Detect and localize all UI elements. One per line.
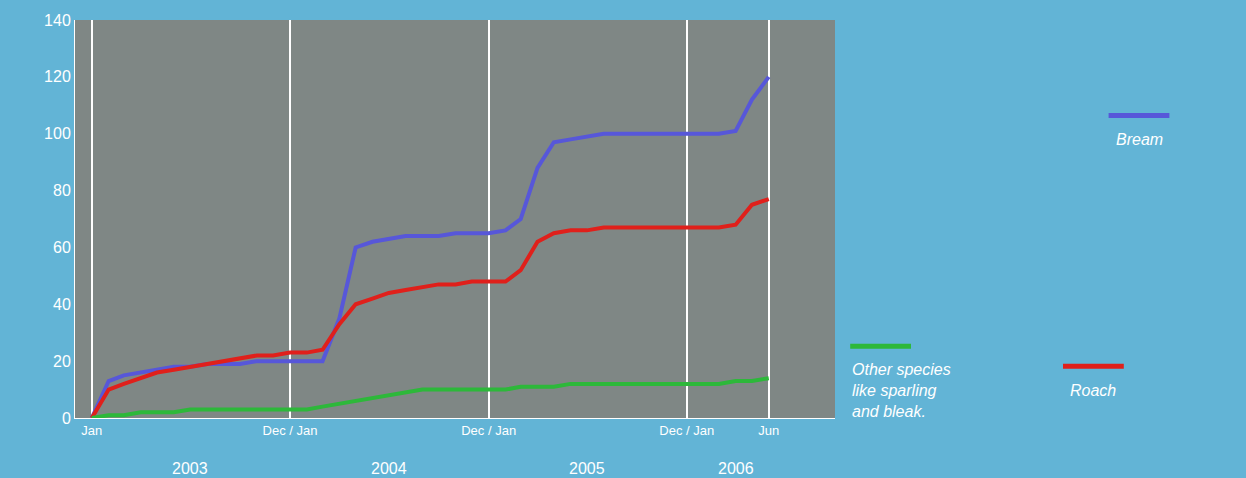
svg-text:20: 20 bbox=[53, 353, 71, 370]
svg-text:Dec / Jan: Dec / Jan bbox=[461, 423, 516, 438]
svg-text:140: 140 bbox=[44, 12, 71, 29]
svg-text:Dec / Jan: Dec / Jan bbox=[659, 423, 714, 438]
svg-text:2005: 2005 bbox=[569, 460, 605, 477]
svg-text:0: 0 bbox=[62, 410, 71, 427]
svg-text:Jan: Jan bbox=[81, 423, 102, 438]
svg-text:Dec / Jan: Dec / Jan bbox=[263, 423, 318, 438]
svg-text:2004: 2004 bbox=[371, 460, 407, 477]
svg-text:2006: 2006 bbox=[718, 460, 754, 477]
svg-text:Bream: Bream bbox=[1116, 131, 1163, 148]
svg-text:Jun: Jun bbox=[758, 423, 779, 438]
svg-text:40: 40 bbox=[53, 296, 71, 313]
svg-text:100: 100 bbox=[44, 125, 71, 142]
svg-text:2003: 2003 bbox=[172, 460, 208, 477]
svg-text:Other specieslike sparlingand: Other specieslike sparlingand bleak. bbox=[852, 361, 951, 420]
svg-text:80: 80 bbox=[53, 182, 71, 199]
svg-text:Roach: Roach bbox=[1070, 382, 1116, 399]
svg-text:120: 120 bbox=[44, 68, 71, 85]
svg-text:60: 60 bbox=[53, 239, 71, 256]
